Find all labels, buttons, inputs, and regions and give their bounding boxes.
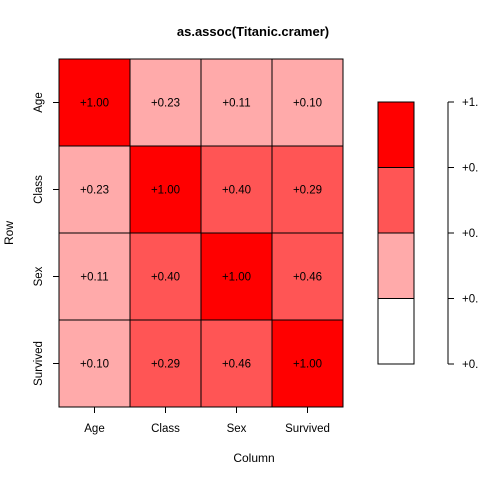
color-legend: +1. +0. +0. +0. +0. xyxy=(377,97,478,371)
cell-value-label: +0.29 xyxy=(151,359,180,371)
x-axis: Age Class Sex Survived xyxy=(84,407,330,435)
y-tick-label: Class xyxy=(33,175,45,204)
heatmap-cell-sex-class xyxy=(129,232,202,321)
cell-value-label: +0.29 xyxy=(293,185,322,197)
cell-value-label: +0.11 xyxy=(80,272,108,284)
legend-tick-label: +1. xyxy=(462,97,478,109)
legend-tick-label: +0. xyxy=(462,294,478,306)
x-axis-label: Column xyxy=(233,451,274,465)
heatmap-cell-age-age xyxy=(58,58,131,147)
x-tick-label: Survived xyxy=(285,423,330,435)
cell-value-label: +0.46 xyxy=(222,359,251,371)
legend-tick-label: +0. xyxy=(462,163,478,175)
legend-color-segment xyxy=(377,298,415,365)
cell-value-label: +1.00 xyxy=(222,272,251,284)
y-tick-label: Survived xyxy=(33,341,45,386)
heatmap-cell-class-survived xyxy=(271,145,344,234)
x-tick-label: Age xyxy=(84,423,104,435)
y-tick-label: Sex xyxy=(33,266,45,286)
legend-color-segment xyxy=(377,101,415,168)
cell-value-label: +0.40 xyxy=(151,272,180,284)
cell-value-label: +0.46 xyxy=(293,272,322,284)
cell-value-label: +0.10 xyxy=(293,98,322,110)
legend-tick-label: +0. xyxy=(462,228,478,240)
x-tick-label: Sex xyxy=(227,423,247,435)
cell-value-label: +0.10 xyxy=(80,359,109,371)
cell-value-label: +1.00 xyxy=(80,98,109,110)
cell-value-label: +0.40 xyxy=(222,185,251,197)
legend-color-segment xyxy=(377,232,415,299)
legend-tick-label: +0. xyxy=(462,359,478,371)
heatmap-cell-survived-age xyxy=(58,319,131,408)
chart-title: as.assoc(Titanic.cramer) xyxy=(177,24,329,39)
heatmap-cell-sex-survived xyxy=(271,232,344,321)
y-axis-label: Row xyxy=(2,221,16,245)
heatmap-cell-class-age xyxy=(58,145,131,234)
heatmap-cell-survived-survived xyxy=(271,319,344,408)
heatmap-cell-age-sex xyxy=(200,58,273,147)
x-tick-label: Class xyxy=(151,423,180,435)
heatmap-cells: +1.00 +0.23 +0.11 +0.10 +0.23 +1.00 +0.40 +0.29… xyxy=(58,58,344,408)
cell-value-label: +1.00 xyxy=(151,185,180,197)
cell-value-label: +1.00 xyxy=(293,359,322,371)
heatmap-cell-survived-class xyxy=(129,319,202,408)
cell-value-label: +0.11 xyxy=(222,98,250,110)
cell-value-label: +0.23 xyxy=(151,98,180,110)
heatmap-cell-age-class xyxy=(129,58,202,147)
legend-color-segment xyxy=(377,167,415,234)
y-axis: Age Class Sex Survived xyxy=(33,92,59,386)
heatmap-cell-class-class xyxy=(129,145,202,234)
cell-value-label: +0.23 xyxy=(80,185,109,197)
y-tick-label: Age xyxy=(33,92,45,112)
heatmap-cell-age-survived xyxy=(271,58,344,147)
